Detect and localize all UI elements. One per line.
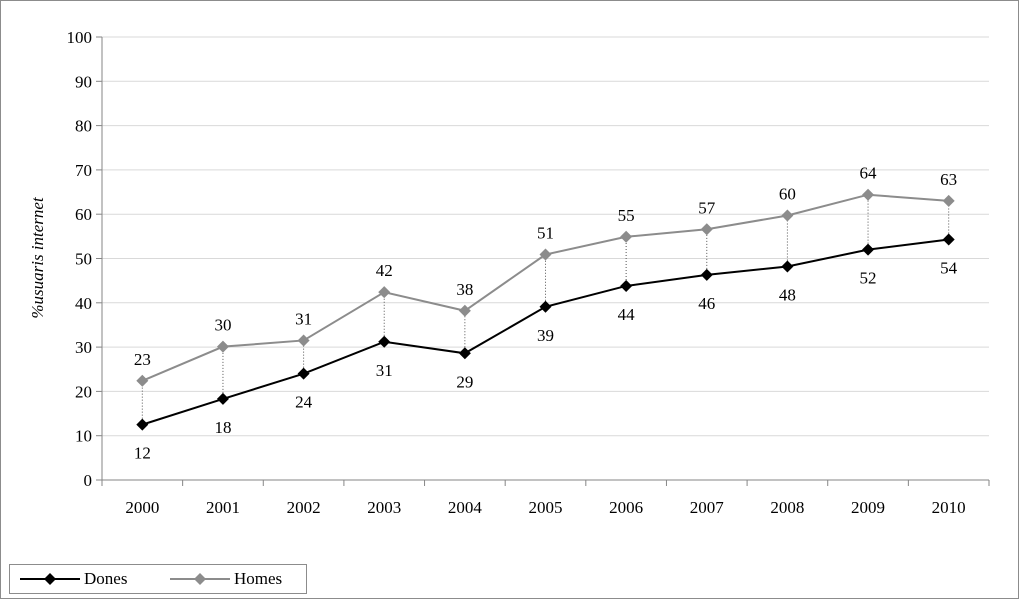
- point-homes: [781, 209, 794, 222]
- data-label-homes: 51: [537, 224, 554, 243]
- legend-item-homes: Homes: [170, 565, 282, 593]
- y-tick-label: 30: [75, 338, 92, 357]
- x-tick-label: 2010: [932, 498, 966, 517]
- y-tick-label: 100: [67, 28, 93, 47]
- data-label-homes: 60: [779, 185, 796, 204]
- y-tick-label: 70: [75, 161, 92, 180]
- data-label-homes: 23: [134, 350, 151, 369]
- data-label-homes: 64: [860, 164, 878, 183]
- x-tick-label: 2008: [770, 498, 804, 517]
- data-label-dones: 46: [698, 294, 715, 313]
- point-dones: [781, 260, 794, 273]
- data-label-dones: 39: [537, 326, 554, 345]
- point-homes: [136, 374, 149, 387]
- data-label-dones: 48: [779, 285, 796, 304]
- point-dones: [378, 335, 391, 348]
- data-label-dones: 44: [618, 305, 636, 324]
- x-tick-label: 2003: [367, 498, 401, 517]
- tick-labels: 0 10 20 30 40 50 60 70 80 90 100 2000 2001 2002 2003 20…: [67, 28, 966, 517]
- y-tick-label: 10: [75, 427, 92, 446]
- data-label-homes: 55: [618, 206, 635, 225]
- data-label-dones: 29: [456, 372, 473, 391]
- data-labels: 23 30 31 42 38 51 55 57 60 64 63 12 18 24 31 29 39 44 46 48…: [134, 164, 958, 463]
- point-homes: [297, 334, 310, 347]
- point-dones: [620, 279, 633, 292]
- data-label-dones: 24: [295, 393, 313, 412]
- data-label-dones: 31: [376, 361, 393, 380]
- point-dones: [942, 233, 955, 246]
- data-label-dones: 12: [134, 444, 151, 463]
- y-tick-label: 50: [75, 250, 92, 269]
- x-tick-label: 2005: [529, 498, 563, 517]
- point-dones: [862, 243, 875, 256]
- point-homes: [942, 194, 955, 207]
- x-tick-label: 2009: [851, 498, 885, 517]
- x-tick-label: 2007: [690, 498, 725, 517]
- point-dones: [297, 367, 310, 380]
- point-homes: [216, 340, 229, 353]
- y-tick-label: 0: [84, 471, 93, 490]
- data-label-homes: 31: [295, 309, 312, 328]
- point-dones: [136, 418, 149, 431]
- legend: Dones Homes: [9, 564, 307, 594]
- legend-item-dones: Dones: [20, 565, 127, 593]
- y-tick-label: 90: [75, 72, 92, 91]
- point-dones: [458, 347, 471, 360]
- legend-label-homes: Homes: [234, 569, 283, 588]
- series-group: [136, 188, 955, 431]
- y-tick-label: 80: [75, 117, 92, 136]
- data-label-dones: 54: [940, 258, 958, 277]
- point-dones: [700, 268, 713, 281]
- data-label-homes: 57: [698, 198, 716, 217]
- point-homes: [458, 304, 471, 317]
- point-homes: [539, 248, 552, 261]
- x-tick-label: 2004: [448, 498, 483, 517]
- y-axis-title: %usuaris internet: [28, 196, 47, 319]
- legend-label-dones: Dones: [84, 569, 128, 588]
- data-label-homes: 63: [940, 170, 957, 189]
- data-label-homes: 42: [376, 261, 393, 280]
- legend-dones-marker-icon: [20, 573, 80, 585]
- data-label-dones: 52: [860, 269, 877, 288]
- legend-homes-marker-icon: [170, 573, 230, 585]
- point-homes: [378, 286, 391, 299]
- point-dones: [216, 392, 229, 405]
- y-tick-label: 40: [75, 294, 92, 313]
- x-tick-label: 2002: [287, 498, 321, 517]
- axes: [96, 36, 990, 486]
- y-tick-label: 60: [75, 205, 92, 224]
- point-homes: [620, 230, 633, 243]
- data-label-homes: 30: [214, 316, 231, 335]
- point-homes: [862, 188, 875, 201]
- data-label-dones: 18: [214, 418, 231, 437]
- x-tick-label: 2000: [125, 498, 159, 517]
- data-label-homes: 38: [456, 280, 473, 299]
- x-tick-label: 2001: [206, 498, 240, 517]
- point-homes: [700, 223, 713, 236]
- point-dones: [539, 300, 552, 313]
- x-tick-label: 2006: [609, 498, 643, 517]
- y-tick-label: 20: [75, 382, 92, 401]
